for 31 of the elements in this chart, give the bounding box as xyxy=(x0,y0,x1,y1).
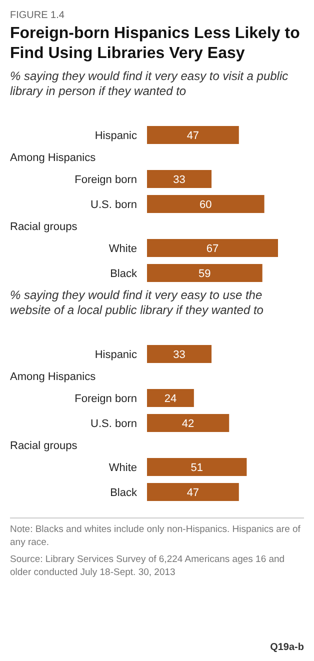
chart-title: Foreign-born Hispanics Less Likely to Find Using Libraries Very Easy xyxy=(10,25,300,62)
chart-subtitle: % saying they would find it very easy to visit a public library in person if they wanted to xyxy=(10,69,288,98)
y-tick-label: White xyxy=(108,462,137,474)
y-tick-label: Hispanic xyxy=(94,130,138,142)
y-tick-label: White xyxy=(108,243,137,255)
data-label: 33 xyxy=(173,349,186,361)
y-tick-label: Black xyxy=(110,487,138,499)
text: Note: Blacks and whites include only non-Hispanics. Hispanics are of any race. xyxy=(10,524,301,548)
text: Racial groups xyxy=(10,221,78,233)
y-tick-label: Black xyxy=(110,268,138,280)
y-tick-label: U.S. born xyxy=(90,418,137,430)
y-tick-label: Hispanic xyxy=(94,349,138,361)
text: Q19a-b xyxy=(270,642,304,653)
text: Among Hispanics xyxy=(10,371,96,383)
y-tick-label: U.S. born xyxy=(90,199,137,211)
y-tick-label: Foreign born xyxy=(74,174,137,186)
data-label: 59 xyxy=(198,268,211,280)
chart-subtitle: % saying they would find it very easy to use the website of a local public library if they wanted to xyxy=(10,288,264,317)
data-label: 47 xyxy=(186,130,200,142)
data-label: 33 xyxy=(173,174,186,186)
data-label: 42 xyxy=(182,418,194,430)
text: Racial groups xyxy=(10,440,78,452)
data-label: 24 xyxy=(164,393,177,405)
y-tick-label: Foreign born xyxy=(74,393,137,405)
data-label: 60 xyxy=(200,199,212,211)
source-note: Source: Library Services Survey of 6,224 Americans ages 16 and older conducted July 18-Sept. 30, 2013 xyxy=(10,554,285,578)
data-label: 47 xyxy=(186,487,200,499)
data-label: 51 xyxy=(190,462,203,474)
caption: FIGURE 1.4 xyxy=(10,10,65,21)
data-label: 67 xyxy=(206,243,219,255)
text: Among Hispanics xyxy=(10,152,96,164)
